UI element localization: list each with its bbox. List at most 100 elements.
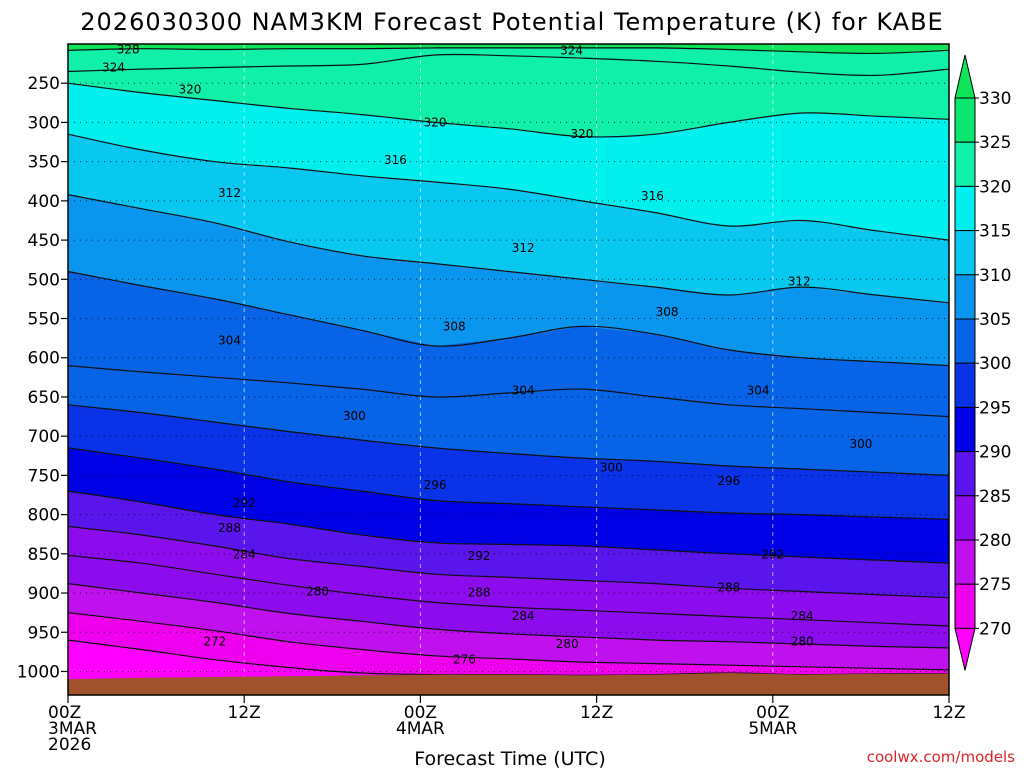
colorbar-bin-295 — [954, 362, 976, 408]
x-tick-label-36-0: 12Z — [580, 703, 613, 723]
contour-label-280: 280 — [556, 637, 579, 651]
contour-label-304: 304 — [512, 384, 535, 398]
x-tick-label-12-0: 12Z — [228, 703, 261, 723]
x-axis-label: Forecast Time (UTC) — [414, 748, 605, 768]
isentrope-276 — [67, 612, 950, 671]
contour-label-320: 320 — [424, 115, 447, 129]
contour-label-280: 280 — [791, 635, 814, 649]
y-tick-label-800: 800 — [28, 506, 60, 526]
colorbar-bin-325 — [954, 97, 976, 143]
colorbar-bin-285 — [954, 451, 976, 497]
y-tick-label-750: 750 — [28, 466, 60, 486]
contour-label-304: 304 — [218, 334, 241, 348]
contour-label-308: 308 — [443, 319, 466, 333]
colorbar-bin-290 — [954, 406, 976, 453]
contour-label-300: 300 — [600, 461, 623, 475]
colorbar-label-325: 325 — [979, 133, 1011, 153]
isentrope-288 — [67, 525, 950, 599]
isentrope-308 — [67, 270, 950, 367]
x-tick-label-48-0: 00Z — [756, 703, 789, 723]
y-tick-label-250: 250 — [28, 74, 60, 94]
y-tick-label-500: 500 — [28, 270, 60, 290]
colorbar-label-315: 315 — [979, 222, 1011, 242]
y-tick-label-950: 950 — [28, 623, 60, 643]
contour-label-312: 312 — [218, 186, 241, 200]
band-fill-272 — [68, 640, 949, 680]
colorbar-bottom-arrow — [954, 627, 976, 671]
contour-label-296: 296 — [717, 474, 740, 488]
contour-label-300: 300 — [343, 409, 366, 423]
colorbar-bin-280 — [954, 495, 976, 541]
colorbar-label-305: 305 — [979, 310, 1011, 330]
contour-label-288: 288 — [468, 585, 491, 599]
ground-layer — [68, 673, 949, 695]
y-tick-label-600: 600 — [28, 349, 60, 369]
contour-label-308: 308 — [656, 305, 679, 319]
x-tick-label-0-1: 3MAR — [48, 719, 97, 739]
colorbar-label-310: 310 — [979, 266, 1011, 286]
x-tick-label-24-1: 4MAR — [396, 719, 445, 739]
colorbar-label-320: 320 — [979, 177, 1011, 197]
contour-label-288: 288 — [218, 521, 241, 535]
y-tick-label-700: 700 — [28, 427, 60, 447]
contour-label-292: 292 — [468, 549, 491, 563]
y-tick-label-900: 900 — [28, 584, 60, 604]
contour-label-292: 292 — [233, 496, 256, 510]
colorbar-bin-320 — [954, 141, 976, 187]
contour-label-312: 312 — [512, 241, 535, 255]
x-tick-label-24-0: 00Z — [404, 703, 437, 723]
x-tick-label-0-0: 00Z — [48, 703, 81, 723]
isentrope-312 — [67, 194, 950, 304]
isentrope-320 — [67, 82, 950, 138]
y-tick-label-1000: 1000 — [17, 662, 60, 682]
temperature-bands — [68, 44, 949, 695]
contour-label-324: 324 — [102, 61, 125, 75]
y-tick-label-400: 400 — [28, 192, 60, 212]
colorbar-label-295: 295 — [979, 398, 1011, 418]
y-tick-label-350: 350 — [28, 153, 60, 173]
contour-label-320: 320 — [178, 83, 201, 97]
x-tick-label-0-2: 2026 — [48, 735, 91, 755]
colorbar-label-270: 270 — [979, 619, 1011, 639]
contour-label-284: 284 — [233, 548, 256, 562]
y-tick-label-300: 300 — [28, 113, 60, 133]
isentrope-284 — [67, 554, 950, 627]
contour-label-288: 288 — [717, 581, 740, 595]
contour-label-276: 276 — [453, 653, 476, 667]
ground-surface — [68, 673, 949, 695]
colorbar-bin-275 — [954, 539, 976, 585]
colorbar-label-290: 290 — [979, 443, 1011, 463]
contour-label-300: 300 — [849, 437, 872, 451]
x-tick-label-60-0: 12Z — [932, 703, 965, 723]
contour-label-296: 296 — [424, 478, 447, 492]
x-tick-label-48-1: 5MAR — [748, 719, 797, 739]
contour-label-324: 324 — [560, 43, 583, 57]
band-fill-276 — [68, 612, 949, 680]
isentrope-280 — [67, 583, 950, 649]
chart-title: 2026030300 NAM3KM Forecast Potential Tem… — [80, 8, 943, 36]
contour-label-320: 320 — [570, 127, 593, 141]
contour-label-292: 292 — [761, 548, 784, 562]
credit-text: coolwx.com/models — [867, 748, 1015, 766]
isentrope-324 — [67, 53, 950, 77]
plot-frame — [67, 43, 950, 696]
colorbar-bin-315 — [954, 185, 976, 232]
isentrope-304 — [67, 365, 950, 418]
contour-label-328: 328 — [117, 43, 140, 57]
y-tick-label-550: 550 — [28, 310, 60, 330]
isentrope-328 — [67, 47, 950, 55]
contour-label-312: 312 — [788, 275, 811, 289]
colorbar-bin-305 — [954, 274, 976, 320]
colorbar-bin-310 — [954, 230, 976, 276]
contour-labels: 328 324 324 320 320 320 316 316 312 312 312 308 308 3… — [102, 43, 872, 667]
colorbar-bin-300 — [954, 318, 976, 364]
y-axis: 250 300 350 400 450 500 550 600 650 700 750 800 850 9… — [17, 74, 68, 682]
colorbar-label-280: 280 — [979, 531, 1011, 551]
contour-label-316: 316 — [641, 189, 664, 203]
isentrope-292 — [67, 490, 950, 564]
colorbar-label-275: 275 — [979, 575, 1011, 595]
band-fill-coldest — [68, 654, 949, 680]
isentrope-296 — [67, 447, 950, 520]
